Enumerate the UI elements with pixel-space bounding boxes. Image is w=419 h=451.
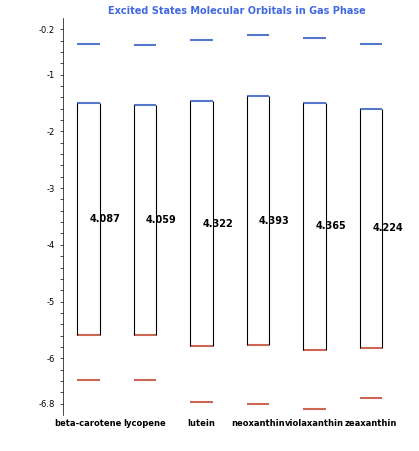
Text: 4.393: 4.393 [259,216,290,226]
Text: 4.087: 4.087 [89,214,120,224]
Title: Excited States Molecular Orbitals in Gas Phase: Excited States Molecular Orbitals in Gas… [108,6,366,16]
Text: 4.224: 4.224 [372,223,403,233]
Text: 4.059: 4.059 [146,215,177,225]
Text: 4.322: 4.322 [202,219,233,229]
Text: 4.365: 4.365 [316,221,347,231]
